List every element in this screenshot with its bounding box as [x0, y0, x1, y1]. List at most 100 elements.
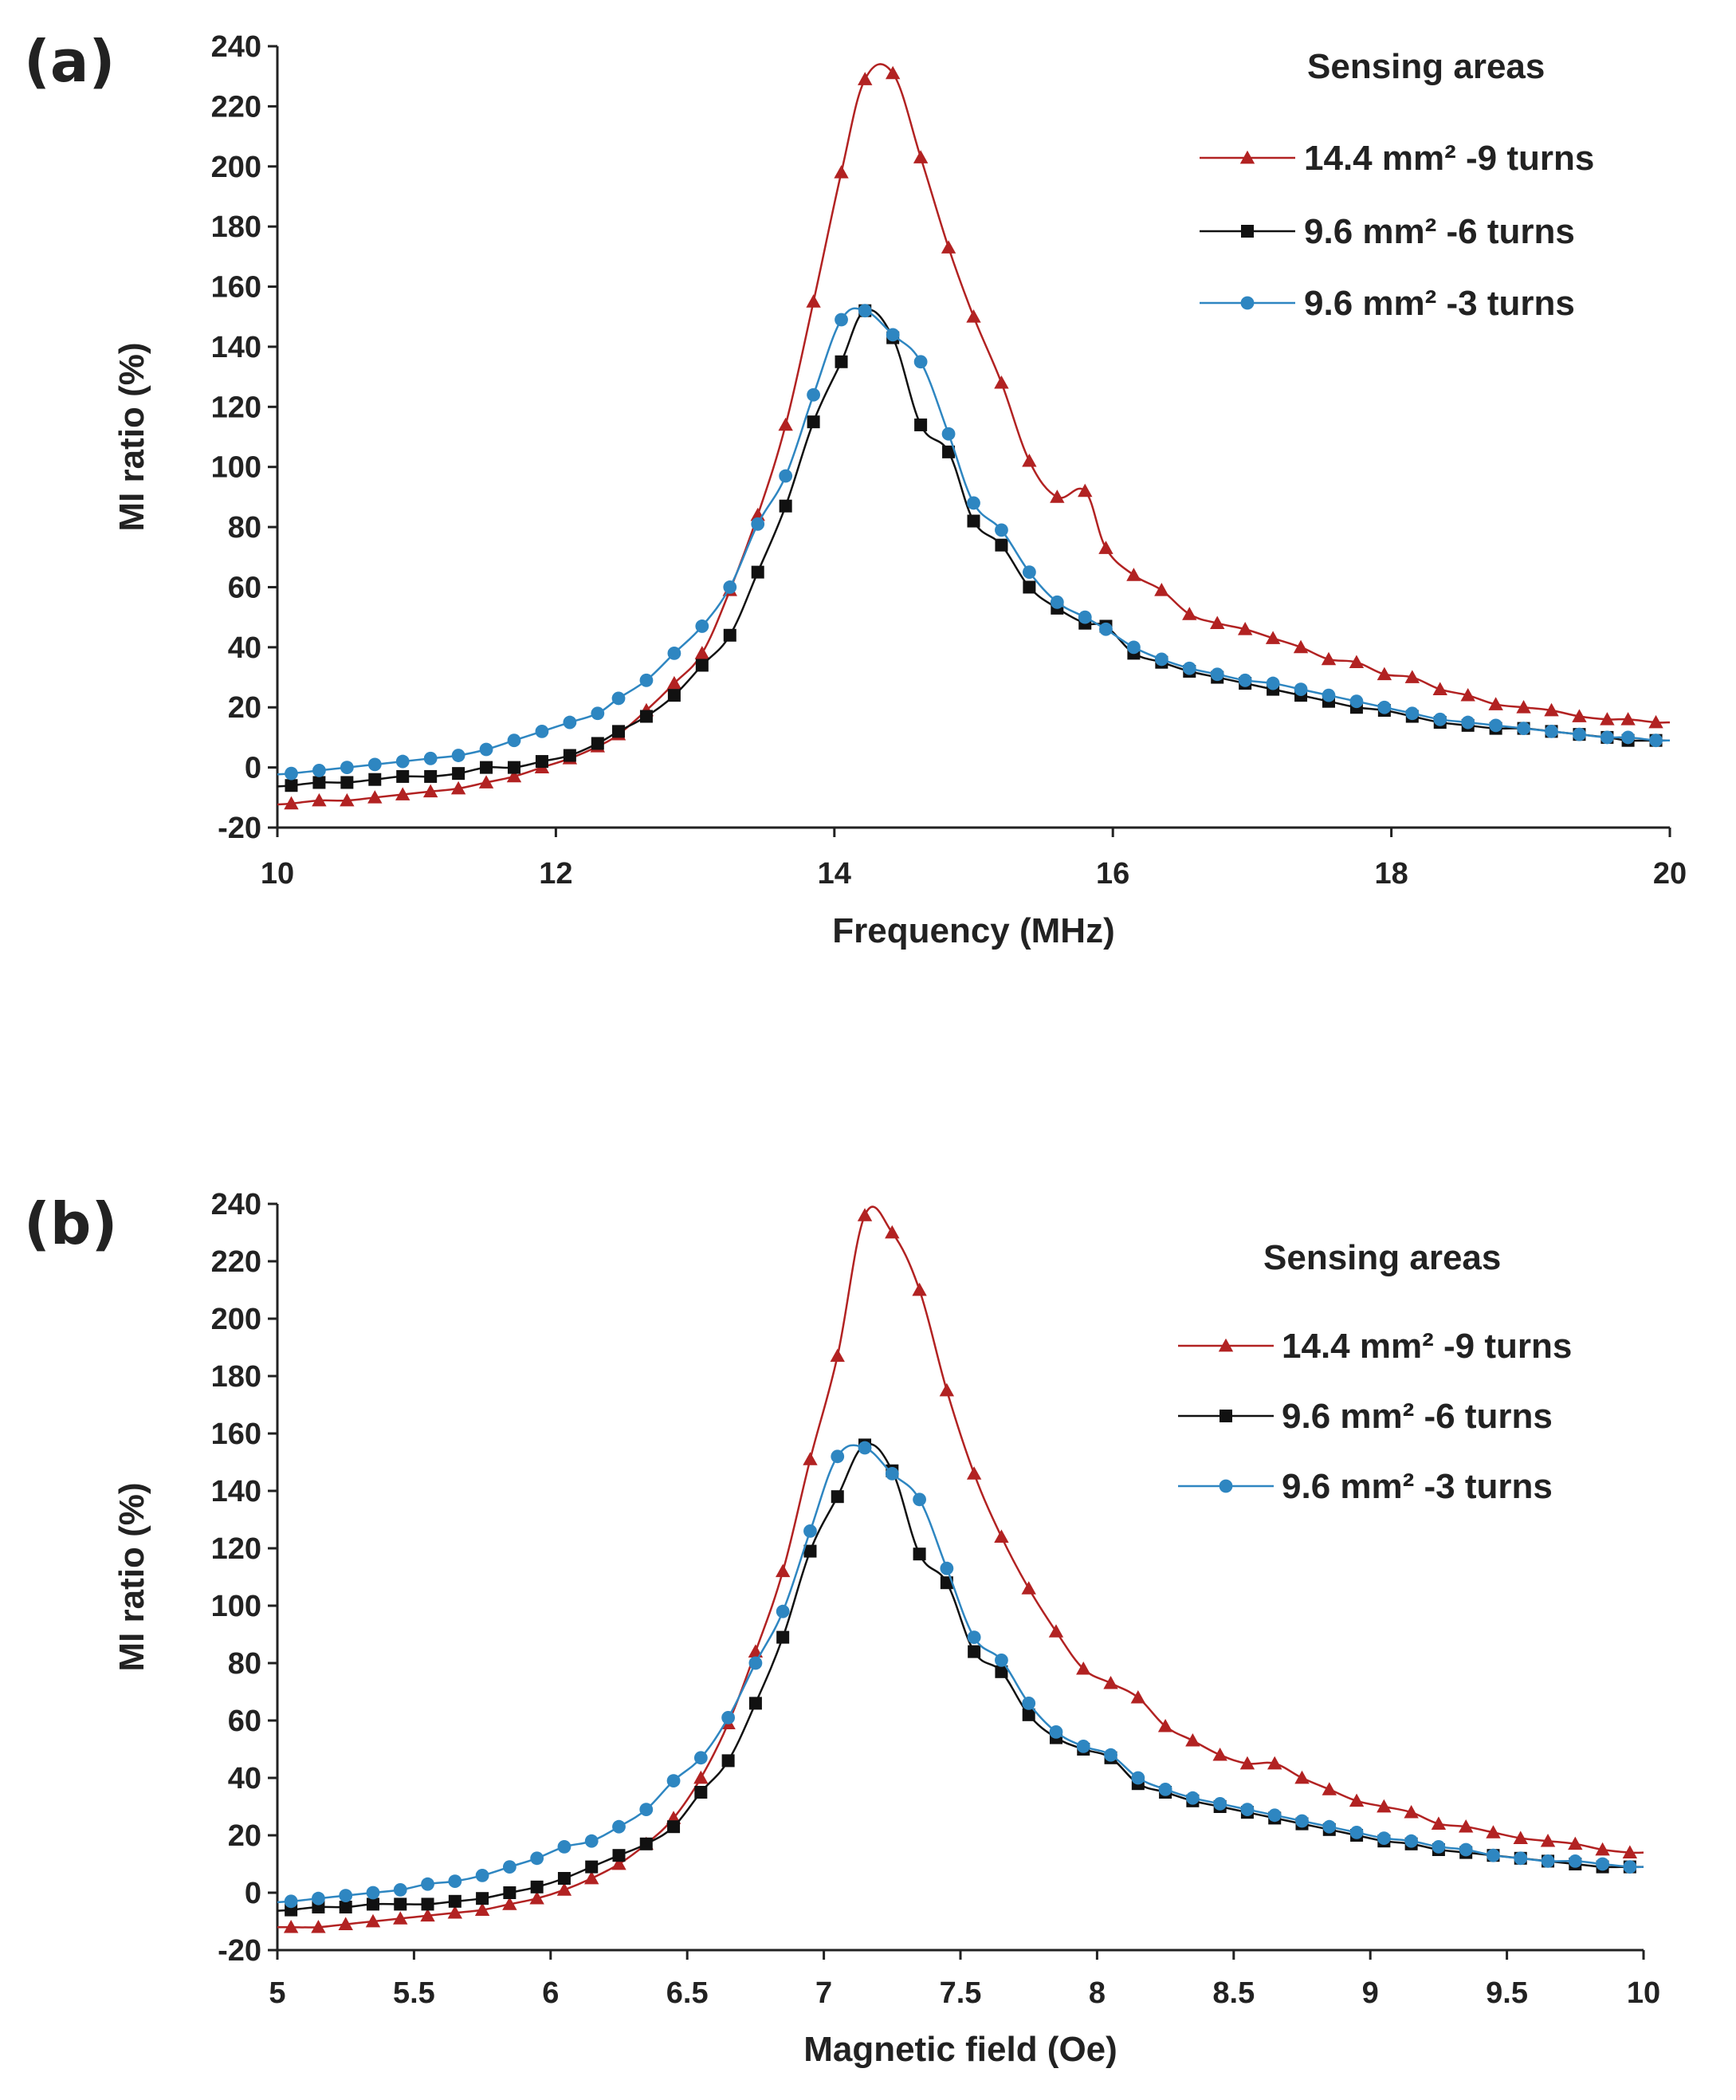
data-point-triangle	[885, 65, 901, 80]
data-point-triangle	[1322, 1782, 1337, 1795]
data-point-triangle	[806, 294, 821, 308]
data-point-square	[835, 355, 848, 368]
data-point-square	[476, 1892, 489, 1905]
data-point-triangle	[1267, 1756, 1282, 1770]
data-point-triangle	[1404, 1805, 1419, 1819]
data-point-circle	[885, 1467, 899, 1481]
data-point-triangle	[584, 1870, 599, 1885]
data-point-triangle	[966, 1466, 982, 1480]
data-point-circle	[612, 1819, 626, 1834]
data-point-circle	[1349, 1826, 1364, 1839]
data-point-triangle	[1595, 1842, 1610, 1856]
data-point-triangle	[506, 769, 522, 783]
y-tick-label: -20	[218, 812, 261, 845]
data-point-square	[667, 689, 681, 702]
data-point-triangle	[312, 792, 327, 807]
legend-label: 14.4 mm² -9 turns	[1282, 1327, 1572, 1366]
data-point-square	[695, 659, 709, 672]
data-point-circle	[1295, 1814, 1309, 1828]
data-point-circle	[1322, 688, 1336, 702]
data-point-triangle	[830, 1348, 845, 1363]
data-point-circle	[1049, 1725, 1063, 1739]
y-tick-label: 220	[211, 90, 261, 124]
data-point-circle	[1099, 622, 1113, 636]
data-point-circle	[776, 1604, 790, 1618]
data-point-circle	[1621, 730, 1635, 745]
data-point-triangle	[529, 1891, 544, 1905]
data-point-square	[807, 415, 820, 429]
data-point-triangle	[834, 165, 849, 179]
data-point-triangle	[1218, 1338, 1234, 1352]
x-tick-label: 16	[1096, 857, 1129, 891]
data-point-triangle	[1239, 150, 1255, 164]
y-tick-label: 180	[211, 1360, 261, 1394]
data-point-square	[394, 1897, 407, 1911]
data-point-circle	[941, 427, 956, 441]
data-point-square	[503, 1886, 516, 1899]
data-point-circle	[340, 761, 354, 775]
panel-a: (a) -20 0 20 40 60 80 100 120 140 160 180 200 220 240 1…	[24, 28, 1687, 950]
data-point-triangle	[694, 646, 710, 659]
y-tick-label: 0	[245, 1877, 261, 1910]
data-point-square	[340, 776, 354, 789]
data-point-circle	[584, 1834, 599, 1848]
y-tick-label: 120	[211, 391, 261, 424]
y-tick-label: 100	[211, 451, 261, 485]
data-point-triangle	[447, 1905, 463, 1919]
legend-item: 9.6 mm² -3 turns	[1178, 1467, 1553, 1506]
data-point-triangle	[1540, 1834, 1556, 1847]
data-point-triangle	[1544, 702, 1559, 717]
x-tick-label: 12	[539, 857, 572, 891]
data-point-square	[448, 1894, 461, 1908]
data-point-square	[751, 565, 764, 579]
series-circle	[277, 1441, 1644, 1909]
data-point-circle	[284, 1894, 298, 1909]
x-tick-label: 5.5	[393, 1976, 435, 2010]
data-point-square	[1022, 1708, 1035, 1721]
data-point-square	[585, 1860, 599, 1874]
data-point-circle	[563, 715, 577, 729]
data-point-square	[639, 710, 653, 723]
data-point-triangle	[1486, 1825, 1501, 1838]
data-point-square	[803, 1544, 817, 1558]
data-point-circle	[807, 387, 820, 402]
data-point-circle	[1377, 700, 1392, 714]
data-point-square	[424, 769, 438, 783]
data-point-triangle	[775, 1563, 791, 1578]
data-point-circle	[393, 1883, 407, 1897]
data-point-circle	[1219, 1479, 1233, 1493]
data-point-square	[312, 776, 326, 789]
data-point-triangle	[478, 775, 494, 788]
legend: Sensing areas 14.4 mm² -9 turns 9.6 mm² -6…	[1200, 47, 1594, 323]
legend-item: 14.4 mm² -9 turns	[1200, 139, 1594, 178]
series-line	[277, 1444, 1644, 1904]
series-line	[277, 309, 1670, 788]
data-point-triangle	[1185, 1733, 1200, 1747]
data-point-circle	[1432, 1840, 1446, 1854]
data-point-circle	[1568, 1854, 1582, 1868]
data-point-triangle	[365, 1913, 381, 1928]
data-point-triangle	[284, 796, 299, 810]
y-tick-label: 160	[211, 271, 261, 305]
data-point-circle	[1185, 1791, 1200, 1805]
y-tick-label: 0	[245, 752, 261, 785]
data-point-circle	[507, 733, 521, 748]
data-point-circle	[1022, 565, 1036, 580]
data-point-triangle	[1648, 714, 1663, 729]
data-point-square	[396, 769, 410, 783]
data-point-square	[612, 1849, 626, 1862]
data-point-triangle	[1600, 712, 1615, 726]
data-point-circle	[451, 749, 465, 762]
data-point-circle	[779, 469, 793, 483]
y-tick-label: 80	[228, 511, 261, 545]
x-tick-label: 14	[818, 857, 851, 891]
x-tick-label: 10	[261, 857, 294, 891]
legend-item: 9.6 mm² -6 turns	[1200, 212, 1575, 251]
data-point-square	[723, 628, 736, 642]
panel-b: (b) -20 0 20 40 60 80 100 120 140 160 180 200 220 240 5…	[24, 1188, 1660, 2069]
data-point-circle	[751, 517, 765, 531]
data-point-circle	[1600, 730, 1614, 745]
y-tick-label: 40	[228, 1762, 261, 1795]
data-point-circle	[366, 1886, 380, 1900]
x-tick-label: 6	[542, 1976, 559, 2010]
